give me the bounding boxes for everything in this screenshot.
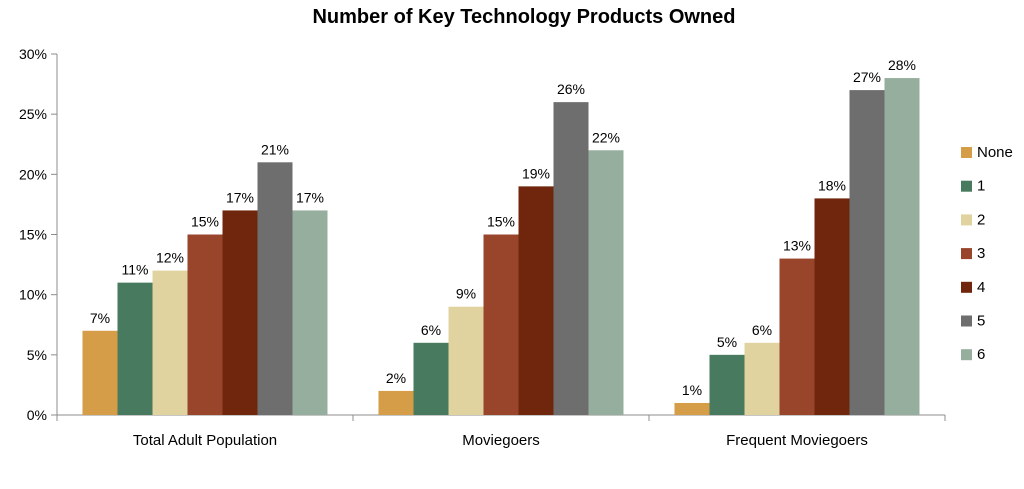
- legend-label: 6: [977, 346, 985, 363]
- data-label: 13%: [783, 238, 811, 254]
- y-tick-label: 30%: [19, 46, 47, 62]
- bar: [117, 282, 153, 415]
- data-label: 17%: [296, 189, 324, 205]
- bar: [849, 90, 885, 415]
- data-label: 5%: [717, 334, 737, 350]
- category-label: Frequent Moviegoers: [726, 432, 868, 449]
- bar: [413, 342, 449, 415]
- bar: [709, 354, 745, 415]
- legend-label: 4: [977, 279, 985, 296]
- data-label: 17%: [226, 189, 254, 205]
- category-label: Total Adult Population: [133, 432, 277, 449]
- data-label: 22%: [592, 129, 620, 145]
- data-label: 21%: [261, 141, 289, 157]
- bar: [518, 186, 554, 415]
- data-label: 1%: [682, 382, 702, 398]
- legend-swatch: [961, 214, 972, 226]
- data-label: 15%: [191, 214, 219, 230]
- data-label: 19%: [522, 165, 550, 181]
- bar: [553, 102, 589, 415]
- bar: [292, 210, 328, 415]
- legend-label: 5: [977, 313, 985, 330]
- legend-swatch: [961, 147, 972, 158]
- legend-label: 2: [977, 211, 985, 228]
- legend: None 1 2 3 4 5 6: [961, 144, 1013, 363]
- data-label: 18%: [818, 177, 846, 193]
- bar: [814, 198, 850, 415]
- bar: [222, 210, 258, 415]
- bar: [483, 234, 519, 415]
- data-label: 26%: [557, 81, 585, 97]
- bar: [884, 78, 920, 416]
- data-label: 9%: [456, 286, 476, 302]
- chart-title: Number of Key Technology Products Owned: [312, 6, 736, 28]
- y-tick-label: 0%: [27, 407, 47, 423]
- legend-swatch: [961, 281, 972, 293]
- y-tick-label: 15%: [19, 227, 47, 243]
- bar: [82, 330, 118, 415]
- category-label: Moviegoers: [462, 432, 540, 449]
- bar: [378, 390, 414, 415]
- bar: [448, 306, 484, 415]
- data-label: 11%: [122, 262, 149, 278]
- bar: [187, 234, 223, 415]
- bar: [779, 258, 815, 415]
- y-tick-label: 5%: [27, 347, 47, 363]
- legend-swatch: [961, 349, 972, 361]
- data-label: 6%: [421, 322, 441, 338]
- y-tick-label: 20%: [19, 166, 47, 182]
- plot-area: 0% 5% 10% 15% 20% 25% 30% 7% 11% 12% 15% 17% 21% 17% T…: [19, 46, 946, 449]
- y-tick-label: 25%: [19, 106, 47, 122]
- data-label: 6%: [752, 322, 772, 338]
- bar: [588, 150, 624, 415]
- legend-swatch: [961, 248, 972, 260]
- bar: [152, 270, 188, 415]
- data-label: 27%: [853, 69, 881, 85]
- legend-label: 3: [977, 245, 985, 262]
- legend-label: None: [977, 144, 1013, 161]
- legend-swatch: [961, 315, 972, 327]
- bar: [674, 402, 710, 415]
- legend-label: 1: [977, 178, 985, 195]
- bar: [744, 342, 780, 415]
- data-label: 28%: [888, 57, 916, 73]
- bar: [257, 162, 293, 415]
- data-label: 2%: [386, 370, 406, 386]
- legend-swatch: [961, 180, 972, 192]
- data-label: 7%: [90, 310, 110, 326]
- data-label: 15%: [487, 214, 515, 230]
- y-tick-label: 10%: [19, 287, 47, 303]
- data-label: 12%: [156, 250, 184, 266]
